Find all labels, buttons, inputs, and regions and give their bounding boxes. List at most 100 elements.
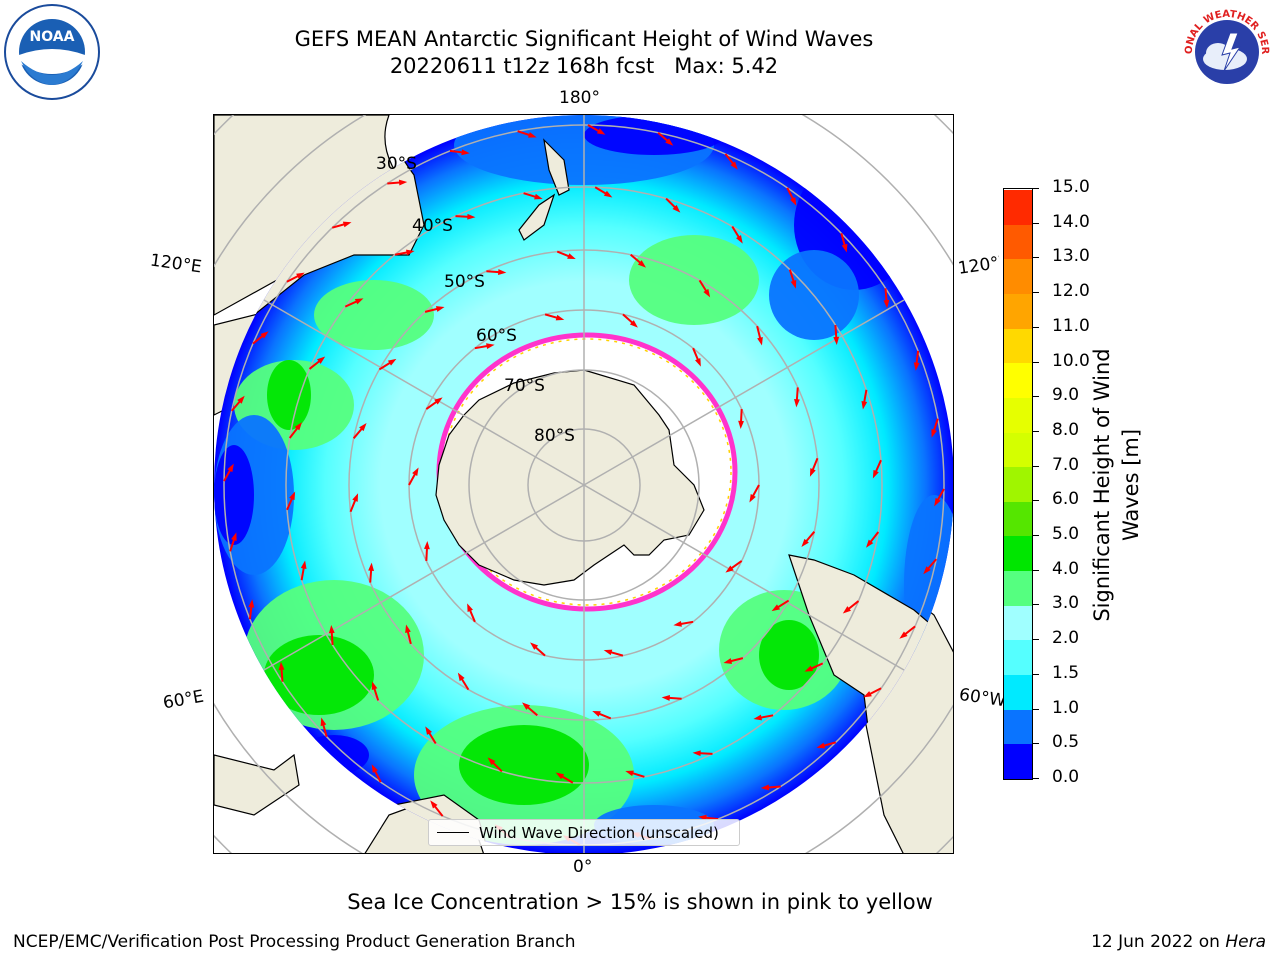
wave-direction-arrowhead [833, 336, 840, 345]
wave-direction-arrow [756, 325, 762, 340]
wave-direction-arrowhead [625, 770, 634, 777]
wave-direction-arrow [776, 599, 790, 609]
lat-label-50s: 50°S [444, 272, 485, 292]
wave-direction-arrow [795, 387, 799, 402]
wave-direction-arrowhead [692, 750, 701, 757]
wave-direction-arrow [809, 662, 824, 671]
wave-direction-arrow [840, 232, 847, 247]
wave-direction-arrow [252, 334, 265, 345]
wave-direction-arrowhead [457, 672, 465, 682]
wave-direction-arrowhead [866, 539, 874, 548]
wave-direction-arrowhead [248, 599, 255, 608]
lat-label-30s: 30°S [376, 154, 417, 174]
colorbar-segment [1004, 639, 1032, 676]
wave-direction-arrow [862, 389, 868, 404]
wave-direction-arrowhead [603, 649, 613, 656]
colorbar-tick-mark [1033, 430, 1039, 432]
colorbar-tick-mark [1033, 778, 1039, 779]
wave-direction-arrow [811, 457, 819, 472]
wave-direction-arrow [704, 816, 719, 821]
lon-label-0: 0° [573, 857, 593, 877]
wave-direction-arrow [822, 741, 837, 748]
colorbar-tick-label: 14.0 [1052, 211, 1090, 232]
wave-direction-arrowhead [425, 726, 432, 735]
wave-direction-arrowhead [661, 695, 670, 701]
wave-direction-arrowhead [486, 343, 495, 349]
wave-direction-arrow [609, 650, 624, 657]
wave-direction-arrow [378, 361, 392, 371]
colorbar-tick-label: 7.0 [1052, 454, 1080, 475]
colorbar-tick-mark [1033, 500, 1039, 502]
colorbar-label: Significant Height of Wind Waves [m] [1090, 348, 1143, 622]
colorbar-tick-label: 10.0 [1052, 350, 1090, 371]
colorbar-tick-label: 5.0 [1052, 524, 1080, 545]
wave-direction-arrowhead [354, 298, 364, 305]
wave-direction-arrowhead [530, 642, 539, 650]
wave-direction-arrow [657, 131, 670, 143]
wave-direction-arrowhead [296, 272, 305, 279]
wave-direction-arrow [229, 537, 236, 552]
wave-direction-arrow [731, 225, 741, 239]
wave-direction-arrow [460, 677, 470, 691]
colorbar-tick-label: 1.0 [1052, 697, 1080, 718]
colorbar-tick-mark [1033, 743, 1039, 745]
wave-direction-arrowhead [320, 717, 327, 727]
wave-direction-arrowhead [467, 213, 476, 220]
wave-direction-arrow [804, 531, 816, 544]
wave-direction-arrow [622, 313, 635, 325]
wave-direction-arrow [344, 299, 359, 308]
wave-direction-arrow [223, 468, 232, 482]
wave-direction-arrow [474, 344, 489, 350]
wave-direction-arrow [321, 723, 328, 738]
wave-direction-arrow [834, 324, 838, 340]
wave-direction-arrowhead [231, 532, 237, 541]
wave-direction-arrowhead [842, 606, 851, 614]
wave-direction-arrow [556, 250, 571, 258]
wave-direction-arrow [868, 531, 880, 544]
map-legend: Wind Wave Direction (unscaled) [428, 819, 740, 846]
wave-direction-arrow [846, 600, 860, 611]
wave-direction-arrowhead [673, 621, 682, 627]
wave-direction-arrow [425, 400, 439, 410]
chart-title: GEFS MEAN Antarctic Significant Height o… [294, 27, 874, 51]
colorbar-tick-label: 1.5 [1052, 662, 1080, 683]
wave-direction-arrow [766, 785, 781, 789]
colorbar-segment [1004, 674, 1032, 710]
lat-label-40s: 40°S [412, 216, 453, 236]
colorbar-segment [1004, 432, 1032, 468]
colorbar-tick-mark [1033, 222, 1039, 224]
lat-label-60s: 60°S [476, 326, 517, 346]
wave-direction-arrow [491, 760, 503, 773]
wave-direction-arrow [533, 645, 546, 657]
wave-direction-arrowhead [863, 691, 872, 698]
wave-direction-arrowhead [596, 128, 606, 135]
lat-label-70s: 70°S [504, 376, 545, 396]
wave-direction-arrowhead [790, 197, 797, 206]
wave-direction-arrowhead [342, 221, 352, 228]
wave-direction-arrow [868, 687, 882, 696]
colorbar-tick-label: 12.0 [1052, 281, 1090, 302]
chart-subtitle: 20220611 t12z 168h fcst Max: 5.42 [389, 54, 779, 78]
wave-direction-arrowhead [841, 243, 848, 253]
lat-label-80s: 80°S [534, 426, 575, 446]
colorbar-tick-mark [1033, 326, 1039, 328]
wave-direction-arrow [352, 426, 364, 439]
colorbar-segment [1004, 328, 1032, 364]
wave-direction-arrow [349, 498, 357, 513]
colorbar-segment [1004, 743, 1032, 779]
colorbar-tick-label: 4.0 [1052, 558, 1080, 579]
wave-direction-arrow [594, 186, 608, 196]
wave-direction-arrow [288, 426, 300, 439]
wave-direction-arrowhead [913, 362, 920, 371]
wave-direction-arrow [280, 667, 284, 682]
wave-direction-arrowhead [695, 358, 701, 367]
wave-direction-arrowhead [317, 356, 326, 364]
wave-direction-arrow [523, 192, 538, 199]
wave-direction-arrowhead [883, 299, 890, 309]
colorbar-tick-label: 15.0 [1052, 177, 1090, 197]
wave-direction-arrowhead [359, 423, 367, 432]
wave-direction-arrowhead [406, 249, 415, 256]
wave-direction-arrow [331, 222, 346, 229]
wave-direction-arrowhead [424, 540, 430, 550]
wave-direction-arrow [406, 630, 412, 645]
